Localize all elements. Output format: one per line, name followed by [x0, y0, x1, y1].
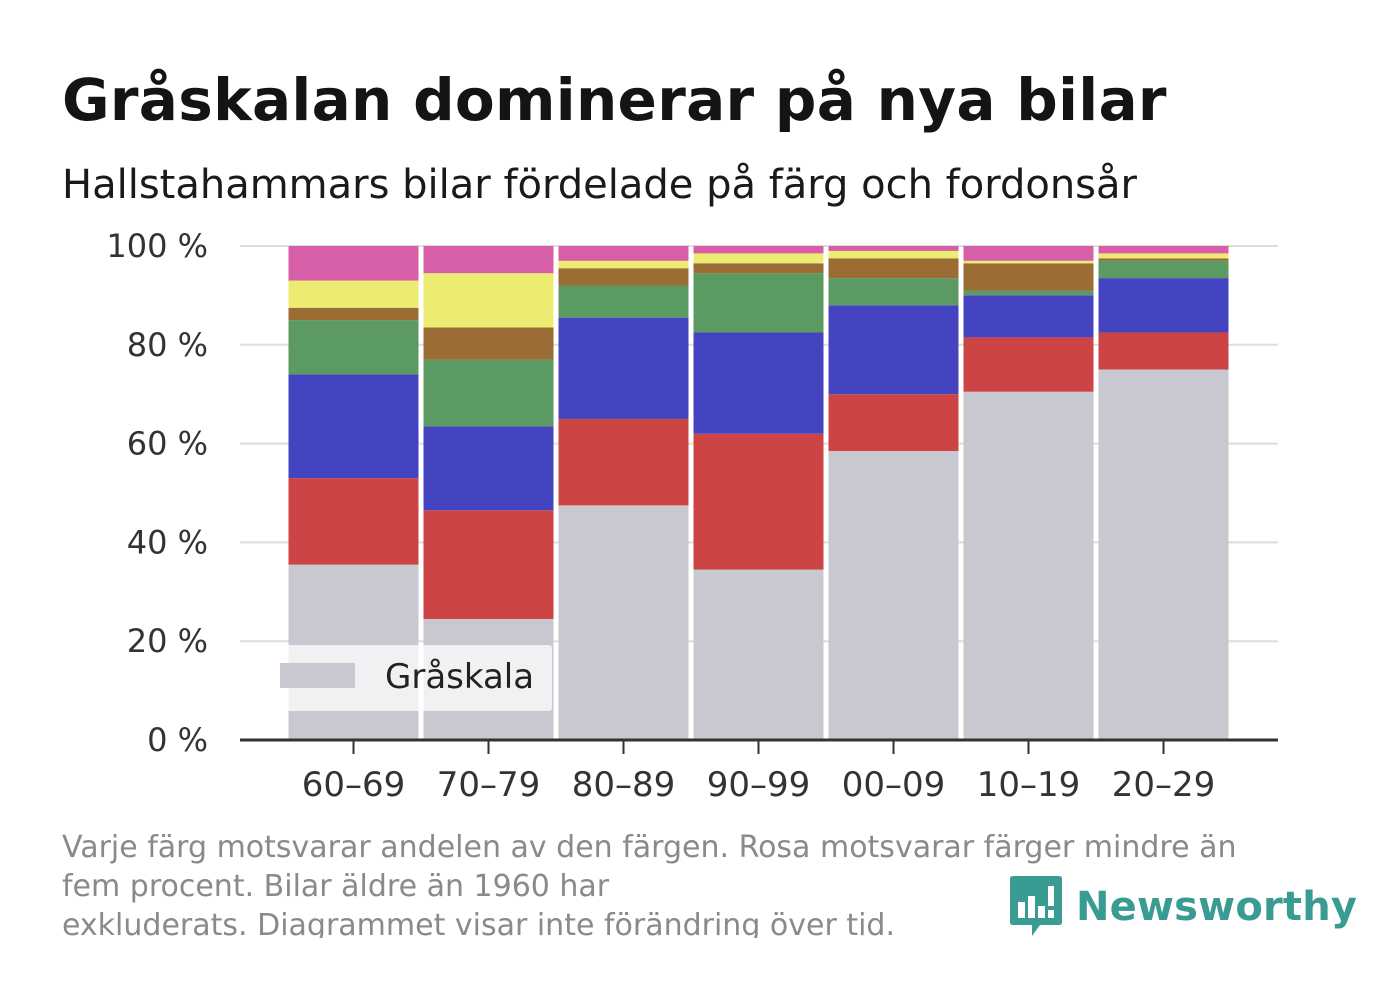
chart-subtitle: Hallstahammars bilar fördelade på färg o… [62, 162, 1137, 208]
bar-segment [963, 391, 1094, 740]
bar-segment [828, 305, 959, 395]
bar-segment [693, 273, 824, 333]
x-tick-label: 80–89 [572, 765, 676, 805]
legend-label: Gråskala [385, 657, 534, 697]
bar-segment [288, 374, 419, 479]
x-tick-label: 10–19 [977, 765, 1081, 805]
axes: 0 % 20 % 40 % 60 % 80 % 100 % 60–69 70–79 80–89 9… [106, 227, 1278, 805]
bar-segment [423, 273, 554, 328]
y-tick-label: 20 % [127, 622, 208, 660]
bar-segment [558, 268, 689, 286]
y-tick-label: 100 % [106, 227, 208, 265]
y-tick-label: 80 % [127, 326, 208, 364]
chart-title: Gråskalan dominerar på nya bilar [62, 66, 1167, 134]
x-tick-label: 60–69 [302, 765, 406, 805]
bar-segment [1098, 253, 1229, 259]
bar-segment [1098, 246, 1229, 254]
bar-segment [288, 320, 419, 375]
bar-segment [558, 246, 689, 261]
bar-segment [558, 317, 689, 419]
y-tick-label: 0 % [147, 721, 208, 759]
legend-swatch [280, 663, 355, 688]
legend-box [262, 645, 552, 711]
newsworthy-logo-text: Newsworthy [1076, 884, 1358, 930]
bar-segment [828, 250, 959, 259]
bar-segment [828, 246, 959, 251]
footnote: Varje färg motsvarar andelen av den färg… [62, 828, 1302, 938]
bar-segment [423, 359, 554, 427]
x-tick-label: 00–09 [842, 765, 946, 805]
bar-segment [828, 258, 959, 279]
footnote-line-3: exkluderats. Diagrammet visar inte förän… [62, 908, 896, 938]
bar-segment [828, 451, 959, 740]
bar-segment [963, 295, 1094, 338]
newsworthy-logo: Newsworthy [1010, 876, 1357, 938]
bar-segment [1098, 260, 1229, 279]
bar-segment [693, 263, 824, 274]
footnote-line-2: fem procent. Bilar äldre än 1960 har [62, 869, 610, 904]
bar-segment [423, 510, 554, 619]
bar-segment [1098, 278, 1229, 333]
bar-segment [693, 433, 824, 570]
newsworthy-logo-icon [1010, 876, 1062, 936]
bar-segment [558, 418, 689, 506]
y-tick-label: 60 % [127, 425, 208, 463]
bar-segment [1098, 369, 1229, 740]
bar-segment [1098, 258, 1229, 261]
bar-segment [693, 253, 824, 264]
bar-segment [963, 260, 1094, 264]
legend: Gråskala [262, 645, 552, 711]
bar-segment [1098, 332, 1229, 370]
bar-segment [288, 280, 419, 308]
bar-segment [423, 426, 554, 511]
bar-segment [828, 394, 959, 452]
bar-segment [423, 327, 554, 360]
bar-segment [288, 307, 419, 321]
bar-segment [963, 263, 1094, 291]
bar-segment [963, 246, 1094, 261]
bar-segment [963, 337, 1094, 392]
bar-segment [693, 332, 824, 434]
footnote-line-1: Varje färg motsvarar andelen av den färg… [62, 830, 1237, 865]
bar-segment [693, 246, 824, 254]
bar-segment [828, 278, 959, 306]
bar-segment [558, 285, 689, 318]
y-tick-label: 40 % [127, 523, 208, 561]
bar-segment [693, 569, 824, 740]
x-tick-label: 90–99 [707, 765, 811, 805]
bar-segment [423, 246, 554, 274]
bar-segment [558, 260, 689, 269]
bar-segment [558, 505, 689, 740]
bar-segment [288, 478, 419, 565]
x-tick-label: 70–79 [437, 765, 541, 805]
bar-segment [288, 246, 419, 281]
x-tick-label: 20–29 [1112, 765, 1216, 805]
bar-segment [963, 290, 1094, 296]
